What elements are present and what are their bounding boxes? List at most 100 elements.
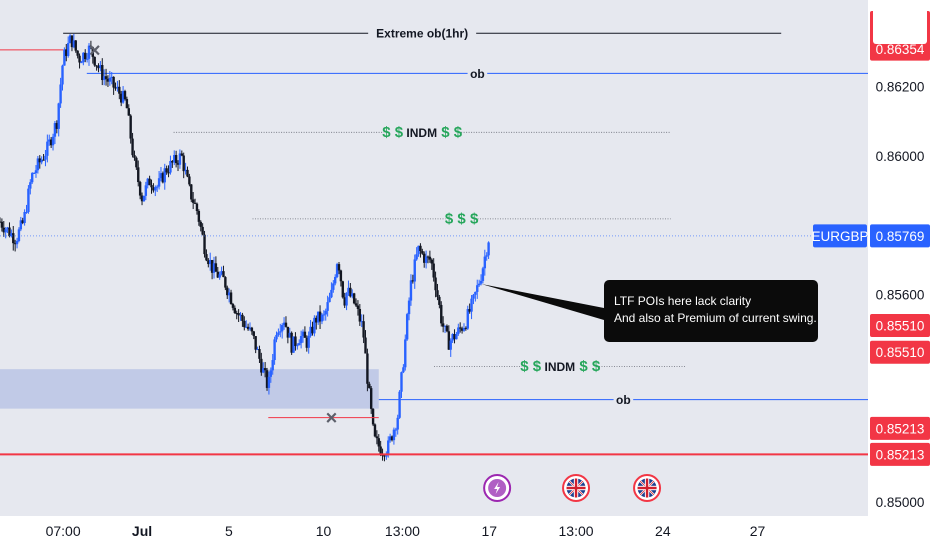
callout-text-line-1: LTF POIs here lack clarity bbox=[614, 294, 751, 308]
candle-body-203 bbox=[383, 455, 386, 457]
level-label-5: $ $ INDM $ $ bbox=[520, 358, 601, 375]
candle-body-9 bbox=[15, 241, 19, 245]
candle-body-17 bbox=[30, 173, 34, 183]
x-axis-area[interactable] bbox=[0, 516, 868, 550]
candle-body-128 bbox=[241, 314, 244, 321]
candle-body-47 bbox=[87, 45, 91, 59]
candle-body-151 bbox=[284, 322, 288, 327]
candle-body-32 bbox=[59, 84, 62, 104]
candle-body-99 bbox=[186, 169, 189, 177]
candle-body-48 bbox=[89, 45, 93, 48]
candle-body-236 bbox=[445, 325, 449, 332]
candle-body-98 bbox=[184, 169, 187, 172]
candle-body-77 bbox=[144, 185, 148, 196]
x-tick-label-5: 17 bbox=[481, 523, 497, 539]
candle-body-177 bbox=[334, 276, 337, 284]
candle-body-101 bbox=[190, 184, 193, 200]
price-tag-red-5[interactable] bbox=[870, 416, 930, 440]
candle-body-149 bbox=[280, 325, 284, 332]
candle-body-200 bbox=[377, 438, 380, 447]
candle-body-23 bbox=[42, 159, 45, 161]
candle-body-35 bbox=[65, 49, 68, 56]
top-right-box[interactable] bbox=[873, 8, 927, 44]
candle-body-50 bbox=[93, 56, 96, 66]
candle-body-108 bbox=[203, 234, 206, 255]
candle-body-237 bbox=[447, 331, 451, 350]
candle-body-58 bbox=[108, 77, 112, 82]
candle-body-53 bbox=[99, 65, 102, 69]
candle-body-214 bbox=[404, 339, 407, 368]
candle-body-8 bbox=[13, 243, 17, 245]
candle-body-11 bbox=[19, 220, 23, 230]
candle-body-156 bbox=[294, 336, 297, 346]
candle-body-163 bbox=[307, 335, 310, 348]
candle-body-229 bbox=[432, 263, 435, 278]
price-tag-red-4[interactable] bbox=[870, 340, 930, 364]
candle-body-166 bbox=[313, 317, 316, 334]
candle-body-240 bbox=[453, 334, 456, 340]
candle-body-170 bbox=[320, 314, 324, 322]
candle-body-140 bbox=[263, 368, 267, 371]
candle-body-62 bbox=[116, 86, 119, 88]
candle-body-3 bbox=[4, 229, 7, 233]
candle-body-185 bbox=[349, 287, 352, 297]
candle-body-239 bbox=[451, 334, 454, 341]
candle-body-28 bbox=[51, 136, 55, 146]
level-label-1: ob bbox=[470, 67, 485, 81]
candle-body-70 bbox=[131, 138, 134, 156]
current-price-tag[interactable] bbox=[870, 224, 930, 248]
price-tag-red-6[interactable] bbox=[870, 442, 930, 466]
gb-flag-icon[interactable] bbox=[633, 474, 662, 502]
candle-body-220 bbox=[415, 254, 418, 260]
symbol-tag-label: EURGBP bbox=[811, 229, 868, 244]
event-icons bbox=[483, 474, 662, 502]
candle-body-147 bbox=[277, 332, 280, 335]
price-tag-red-3[interactable] bbox=[870, 314, 930, 338]
candle-body-227 bbox=[428, 256, 432, 260]
candle-body-222 bbox=[419, 245, 422, 252]
plot-background bbox=[0, 0, 868, 516]
candle-body-109 bbox=[205, 254, 208, 261]
candle-body-110 bbox=[207, 260, 210, 265]
candle-body-219 bbox=[413, 259, 416, 282]
candle-body-216 bbox=[407, 300, 411, 315]
symbol-tag[interactable] bbox=[813, 224, 867, 248]
candle-body-152 bbox=[286, 326, 290, 338]
y-tick-label-0: 0.85000 bbox=[876, 495, 925, 510]
candle-body-19 bbox=[34, 170, 38, 173]
candle-body-34 bbox=[63, 49, 66, 66]
candle-body-106 bbox=[199, 221, 202, 227]
candle-body-122 bbox=[229, 292, 233, 305]
lightning-icon[interactable] bbox=[483, 474, 512, 502]
candle-body-59 bbox=[110, 76, 113, 78]
x-marker-1: × bbox=[326, 408, 338, 430]
markers: ×× bbox=[89, 40, 337, 430]
candle-body-139 bbox=[262, 368, 265, 373]
candle-body-179 bbox=[337, 264, 341, 271]
candle-body-155 bbox=[292, 336, 295, 353]
candle-body-65 bbox=[121, 91, 125, 103]
candle-body-181 bbox=[341, 281, 344, 298]
candle-body-6 bbox=[10, 233, 13, 237]
candle-body-92 bbox=[173, 155, 176, 163]
candle-body-21 bbox=[38, 158, 41, 163]
candle-body-112 bbox=[210, 259, 214, 273]
gb-flag-icon[interactable] bbox=[562, 474, 591, 502]
level-label-bg-3 bbox=[383, 123, 461, 142]
price-tag-red-label-2: 0.86354 bbox=[876, 42, 925, 57]
candle-body-114 bbox=[214, 263, 218, 272]
callout-pointer bbox=[481, 283, 604, 320]
candle-body-60 bbox=[112, 76, 115, 88]
candle-body-184 bbox=[347, 287, 350, 293]
lightning-bolt bbox=[494, 482, 501, 494]
candle-body-251 bbox=[474, 291, 477, 295]
candle-body-173 bbox=[326, 302, 329, 311]
price-series bbox=[0, 33, 490, 462]
y-tick-label-3: 0.86200 bbox=[876, 80, 925, 95]
candle-body-41 bbox=[76, 50, 79, 56]
candle-body-241 bbox=[455, 334, 458, 340]
candle-body-0 bbox=[0, 221, 2, 223]
candle-body-180 bbox=[339, 270, 343, 282]
